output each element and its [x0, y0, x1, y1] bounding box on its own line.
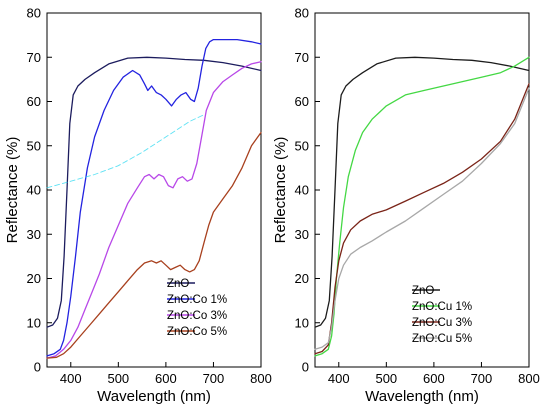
- y-tick-label: 10: [295, 315, 309, 330]
- y-tick-label: 50: [295, 138, 309, 153]
- series-line-zno-co-3-: [46, 61, 262, 359]
- y-tick-label: 70: [27, 50, 41, 65]
- x-tick-label: 700: [471, 371, 493, 386]
- x-axis-title: Wavelength (nm): [97, 388, 211, 405]
- series-line-zno-co-5-: [46, 131, 262, 359]
- legend-label: ZnO:Co 5%: [167, 326, 227, 338]
- legend-label: ZnO:Cu 3%: [412, 317, 472, 329]
- x-tick-label: 600: [423, 371, 445, 386]
- y-tick-label: 0: [34, 360, 41, 375]
- series-line-zno: [314, 56, 530, 328]
- legend-label: ZnO: [167, 278, 189, 290]
- y-tick-label: 40: [27, 183, 41, 198]
- legend-label: ZnO:Co 1%: [167, 294, 227, 306]
- series-line-zno-cu-1-: [314, 56, 530, 357]
- series-line-zno-cu-5-: [314, 87, 530, 350]
- y-tick-label: 30: [295, 227, 309, 242]
- series-line-zno-cu-3-: [314, 83, 530, 355]
- x-tick-label: 800: [250, 371, 272, 386]
- y-tick-label: 70: [295, 50, 309, 65]
- x-tick-label: 400: [328, 371, 350, 386]
- y-tick-label: 20: [295, 271, 309, 286]
- left-panel-co: 0 10 20 30 40 50 60 70 80 400 500 600 700 800 Waveleng…: [4, 6, 272, 406]
- y-tick-label: 80: [27, 6, 41, 21]
- y-axis-title: Reflectance (%): [272, 137, 289, 244]
- x-axis-title: Wavelength (nm): [365, 388, 479, 405]
- plot-frame: [314, 12, 530, 368]
- right-panel-cu: 0 10 20 30 40 50 60 70 80 400 500 600 700 800 Waveleng…: [272, 6, 540, 406]
- y-tick-label: 40: [295, 183, 309, 198]
- y-tick-label: 0: [302, 360, 309, 375]
- legend-label: ZnO:Cu 5%: [412, 333, 472, 345]
- x-tick-label: 600: [155, 371, 177, 386]
- legend-label: ZnO: [412, 285, 434, 297]
- y-tick-label: 60: [27, 94, 41, 109]
- legend-label: ZnO:Co 3%: [167, 310, 227, 322]
- x-tick-label: 500: [107, 371, 129, 386]
- series-line-zno: [46, 56, 262, 328]
- series-line-unlabeled: [46, 114, 205, 189]
- y-tick-label: 10: [27, 315, 41, 330]
- y-tick-label: 30: [27, 227, 41, 242]
- y-tick-label: 80: [295, 6, 309, 21]
- x-tick-label: 500: [375, 371, 397, 386]
- y-tick-label: 20: [27, 271, 41, 286]
- x-tick-label: 800: [518, 371, 540, 386]
- y-axis-title: Reflectance (%): [4, 137, 21, 244]
- y-tick-label: 50: [27, 138, 41, 153]
- x-tick-label: 700: [203, 371, 225, 386]
- legend-label: ZnO:Cu 1%: [412, 301, 472, 313]
- series-line-zno-co-1-: [46, 38, 262, 357]
- x-tick-label: 400: [60, 371, 82, 386]
- y-tick-label: 60: [295, 94, 309, 109]
